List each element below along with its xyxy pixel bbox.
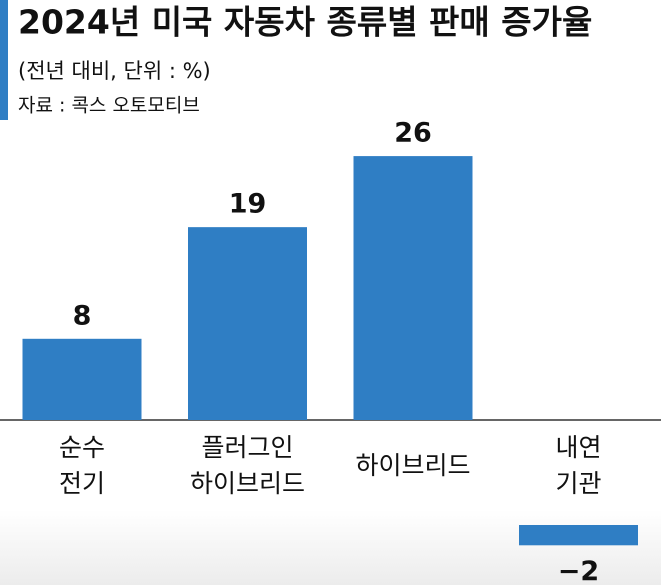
x-tick-label: 플러그인 <box>201 433 293 462</box>
value-label: 26 <box>394 118 432 149</box>
bar <box>22 338 142 420</box>
chart-title: 2024년 미국 자동차 종류별 판매 증가율 <box>18 3 592 42</box>
bar <box>353 156 473 420</box>
bar <box>519 525 638 546</box>
value-label: −2 <box>558 556 599 585</box>
x-tick-label: 하이브리드 <box>190 469 305 498</box>
x-tick-label: 기관 <box>555 469 601 498</box>
x-tick-label: 순수 <box>59 433 105 462</box>
value-label: 8 <box>73 300 92 331</box>
x-tick-label: 하이브리드 <box>355 451 470 480</box>
chart-source: 자료 : 콕스 오토모티브 <box>18 95 200 117</box>
x-tick-label: 전기 <box>59 469 105 498</box>
x-tick-label: 내연 <box>555 433 601 462</box>
value-label: 19 <box>229 189 267 220</box>
accent-bar <box>0 0 8 120</box>
footer-shade <box>0 510 661 585</box>
bar <box>188 227 307 420</box>
chart-subtitle: (전년 대비, 단위 : %) <box>18 59 211 83</box>
